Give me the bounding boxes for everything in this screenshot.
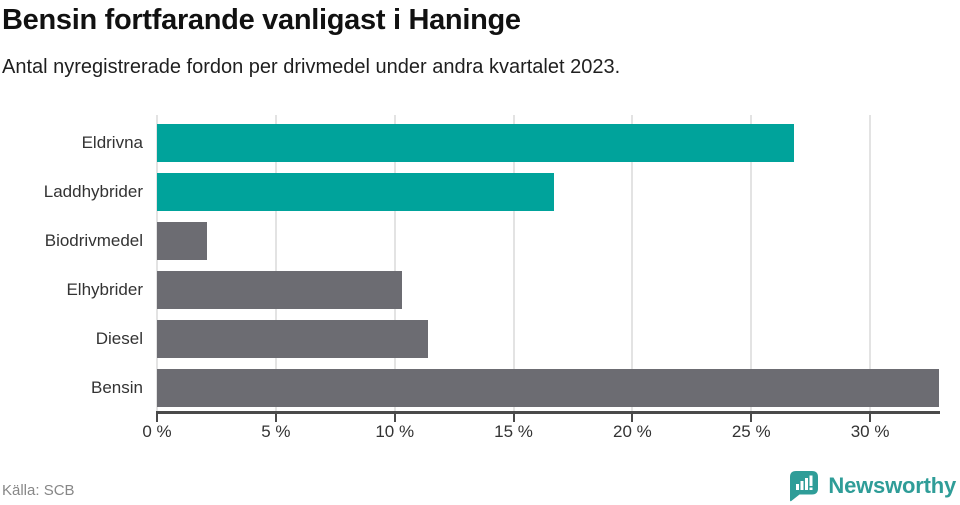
source-label: Källa: SCB xyxy=(2,482,75,499)
x-axis-line xyxy=(156,411,940,414)
x-tick-mark xyxy=(393,414,396,422)
gridline xyxy=(631,115,634,411)
bar xyxy=(157,369,939,407)
x-tick-mark xyxy=(631,414,634,422)
x-tick-label: 20 % xyxy=(613,422,652,441)
bar xyxy=(157,222,207,260)
category-label: Eldrivna xyxy=(81,133,143,152)
x-tick-label: 25 % xyxy=(731,422,771,441)
x-tick-mark xyxy=(869,414,872,422)
bar-chart: 0 % 5 % 10 % 15 % 20 % 25 % 30 % Eldrivna Laddhy… xyxy=(0,115,960,460)
x-tick-mark xyxy=(512,414,515,422)
category-label: Diesel xyxy=(95,329,143,348)
gridline xyxy=(750,115,753,411)
bar xyxy=(157,124,794,162)
gridline xyxy=(512,115,515,411)
x-tick-label: 5 % xyxy=(261,422,291,441)
category-label: Bensin xyxy=(91,378,143,397)
x-tick-label: 15 % xyxy=(494,422,533,441)
x-tick-mark xyxy=(750,414,753,422)
gridline xyxy=(393,115,396,411)
chart-subtitle: Antal nyregistrerade fordon per drivmede… xyxy=(2,56,621,78)
category-label: Biodrivmedel xyxy=(44,231,143,250)
plot-area xyxy=(156,115,939,411)
x-tick-label: 0 % xyxy=(142,422,172,441)
category-label: Elhybrider xyxy=(66,280,143,299)
gridline xyxy=(156,115,158,411)
category-label: Laddhybrider xyxy=(43,182,143,201)
x-tick-mark xyxy=(274,414,277,422)
gridline xyxy=(869,115,872,411)
x-tick-label: 30 % xyxy=(850,422,890,441)
bar xyxy=(157,173,554,211)
newsworthy-icon xyxy=(790,471,819,502)
newsworthy-wordmark: Newsworthy xyxy=(828,473,956,498)
bar xyxy=(157,320,428,358)
x-tick-mark xyxy=(156,414,158,422)
gridline xyxy=(274,115,277,411)
newsworthy-logo: Newsworthy xyxy=(787,469,956,503)
bar xyxy=(157,271,402,309)
x-tick-label: 10 % xyxy=(375,422,415,441)
chart-title: Bensin fortfarande vanligast i Haninge xyxy=(2,4,521,36)
